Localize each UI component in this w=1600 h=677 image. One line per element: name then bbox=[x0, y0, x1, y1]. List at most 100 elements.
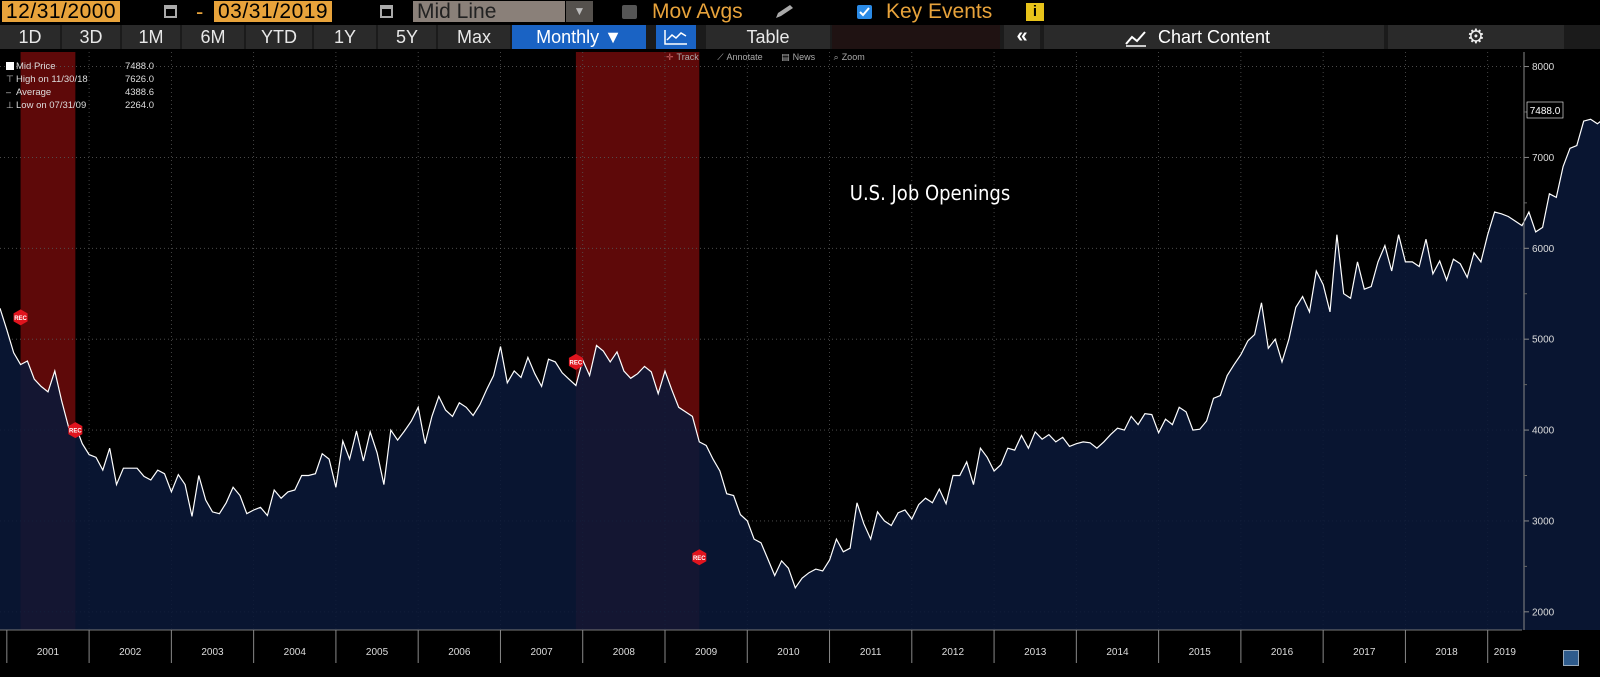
legend-row-high[interactable]: ⊤ High on 11/30/18 7626.0 bbox=[6, 73, 154, 86]
key-event-marker bbox=[13, 309, 28, 326]
legend-mid-value: 7488.0 bbox=[124, 61, 154, 72]
end-date-input[interactable]: 03/31/2019 bbox=[214, 1, 333, 22]
legend-mid-label: Mid Price bbox=[16, 61, 56, 72]
x-axis-tick-label: 2014 bbox=[1106, 647, 1129, 658]
last-value-box bbox=[1526, 101, 1564, 119]
y-axis-tick-label: 4000 bbox=[1532, 426, 1555, 437]
frequency-monthly-dropdown[interactable]: Monthly ▼ bbox=[512, 25, 646, 49]
mov-avgs-checkbox[interactable] bbox=[622, 5, 637, 19]
annotate-tool[interactable]: ⟋ Annotate bbox=[717, 52, 763, 62]
high-marker-icon: ⊤ bbox=[6, 74, 14, 84]
toolbar-spacer bbox=[832, 25, 1000, 49]
x-axis-tick-label: 2001 bbox=[37, 647, 60, 658]
x-axis-tick-label: 2009 bbox=[695, 647, 718, 658]
key-events-label: Key Events bbox=[886, 0, 993, 23]
line-type-select[interactable]: Mid Line bbox=[413, 1, 565, 22]
legend-high-label: High on 11/30/18 bbox=[16, 74, 88, 85]
key-event-marker bbox=[568, 353, 583, 370]
period-6m-button[interactable]: 6M bbox=[182, 25, 244, 49]
legend-average-label: Average bbox=[16, 87, 52, 98]
pencil-icon[interactable] bbox=[772, 4, 798, 20]
gear-icon[interactable]: ⚙ bbox=[1388, 25, 1564, 49]
legend-low-label: Low on 07/31/09 bbox=[16, 100, 87, 111]
low-marker-icon: ⊥ bbox=[6, 100, 14, 110]
mov-avgs-label: Mov Avgs bbox=[652, 0, 743, 23]
legend-low-value: 2264.0 bbox=[124, 100, 154, 111]
legend-row-average[interactable]: – Average 4388.6 bbox=[6, 86, 154, 99]
x-axis-tick-label: 2015 bbox=[1189, 647, 1212, 658]
legend-high-value: 7626.0 bbox=[124, 74, 154, 85]
x-axis-tick-label: 2016 bbox=[1271, 647, 1294, 658]
pen-icon: ⟋ bbox=[717, 52, 724, 62]
y-axis-tick-label: 5000 bbox=[1532, 335, 1555, 346]
date-separator: - bbox=[196, 0, 204, 24]
top-toolbar: 12/31/2000 - 03/31/2019 Mid Line ▼ Mov A… bbox=[0, 0, 1600, 24]
series-area-fill bbox=[0, 119, 1600, 630]
x-axis-tick-label: 2012 bbox=[942, 647, 965, 658]
line-chart-toggle[interactable] bbox=[656, 25, 696, 49]
chart-legend: Mid Price 7488.0 ⊤ High on 11/30/18 7626… bbox=[6, 60, 154, 112]
x-axis-tick-label: 2018 bbox=[1435, 647, 1458, 658]
zoom-tool[interactable]: ⌕ Zoom bbox=[833, 52, 865, 62]
x-axis-tick-label: 2002 bbox=[119, 647, 142, 658]
y-axis-tick-label: 2000 bbox=[1532, 607, 1555, 618]
key-event-label: REC bbox=[570, 360, 583, 366]
period-1m-button[interactable]: 1M bbox=[122, 25, 180, 49]
average-line-icon: – bbox=[6, 87, 12, 97]
key-event-label: REC bbox=[69, 429, 82, 435]
period-5y-button[interactable]: 5Y bbox=[378, 25, 436, 49]
chart-subtools: ✛ Track ⟋ Annotate ▤ News ⌕ Zoom bbox=[666, 52, 881, 66]
series-line bbox=[0, 118, 1600, 590]
line-chart-icon bbox=[664, 30, 687, 45]
key-events-checkbox[interactable] bbox=[857, 5, 872, 19]
period-ytd-button[interactable]: YTD bbox=[246, 25, 312, 49]
table-button[interactable]: Table bbox=[706, 25, 830, 49]
chart-area[interactable]: REC REC REC REC 2001 2002 2003 2004 2005 2006 200… bbox=[0, 52, 1600, 677]
key-event-label: REC bbox=[14, 316, 27, 322]
x-axis-tick-label: 2005 bbox=[366, 647, 389, 658]
square-icon bbox=[6, 60, 15, 73]
period-1y-button[interactable]: 1Y bbox=[314, 25, 376, 49]
period-3d-button[interactable]: 3D bbox=[62, 25, 120, 49]
legend-row-low[interactable]: ⊥ Low on 07/31/09 2264.0 bbox=[6, 99, 154, 112]
y-axis-tick-label: 7000 bbox=[1532, 153, 1555, 164]
expand-icon[interactable] bbox=[1563, 650, 1579, 666]
period-max-button[interactable]: Max bbox=[438, 25, 510, 49]
calendar-icon[interactable] bbox=[164, 5, 177, 18]
chart-content-icon bbox=[1125, 31, 1146, 47]
start-date-input[interactable]: 12/31/2000 bbox=[2, 1, 121, 22]
x-axis-tick-label: 2017 bbox=[1353, 647, 1376, 658]
key-event-label: REC bbox=[693, 556, 706, 562]
track-tool[interactable]: ✛ Track bbox=[666, 52, 699, 62]
x-axis-tick-label: 2011 bbox=[860, 647, 882, 658]
x-axis-tick-label: 2004 bbox=[284, 647, 307, 658]
x-axis-tick-label: 2019 bbox=[1494, 647, 1517, 658]
legend-row-mid[interactable]: Mid Price 7488.0 bbox=[6, 60, 154, 73]
x-axis-tick-label: 2003 bbox=[201, 647, 224, 658]
calendar-icon[interactable] bbox=[380, 5, 393, 18]
news-icon: ▤ bbox=[781, 52, 790, 62]
x-axis-tick-label: 2008 bbox=[613, 647, 636, 658]
x-axis-strip bbox=[0, 631, 1562, 664]
x-axis-tick-label: 2010 bbox=[777, 647, 800, 658]
key-event-marker bbox=[68, 422, 83, 439]
info-icon[interactable]: i bbox=[1026, 3, 1044, 21]
period-1d-button[interactable]: 1D bbox=[0, 25, 60, 49]
chart-content-button[interactable]: Chart Content bbox=[1044, 25, 1384, 49]
collapse-icon[interactable]: « bbox=[1004, 25, 1040, 49]
checkmark-icon bbox=[859, 7, 870, 17]
magnifier-icon: ⌕ bbox=[833, 52, 839, 62]
chevron-down-icon[interactable]: ▼ bbox=[566, 1, 593, 22]
x-axis-tick-label: 2013 bbox=[1024, 647, 1047, 658]
key-event-marker bbox=[692, 549, 707, 566]
y-axis-tick-label: 6000 bbox=[1532, 244, 1555, 255]
y-axis-tick-label: 3000 bbox=[1532, 516, 1555, 527]
y-axis-tick-label: 8000 bbox=[1532, 62, 1555, 73]
x-axis-tick-label: 2007 bbox=[530, 647, 553, 658]
chart-content-label: Chart Content bbox=[1158, 27, 1271, 47]
last-value-label: 7488.0 bbox=[1530, 106, 1561, 117]
legend-average-value: 4388.6 bbox=[124, 87, 154, 98]
news-tool[interactable]: ▤ News bbox=[781, 52, 816, 62]
x-axis-tick-label: 2006 bbox=[448, 647, 471, 658]
crosshair-icon: ✛ bbox=[666, 52, 674, 62]
